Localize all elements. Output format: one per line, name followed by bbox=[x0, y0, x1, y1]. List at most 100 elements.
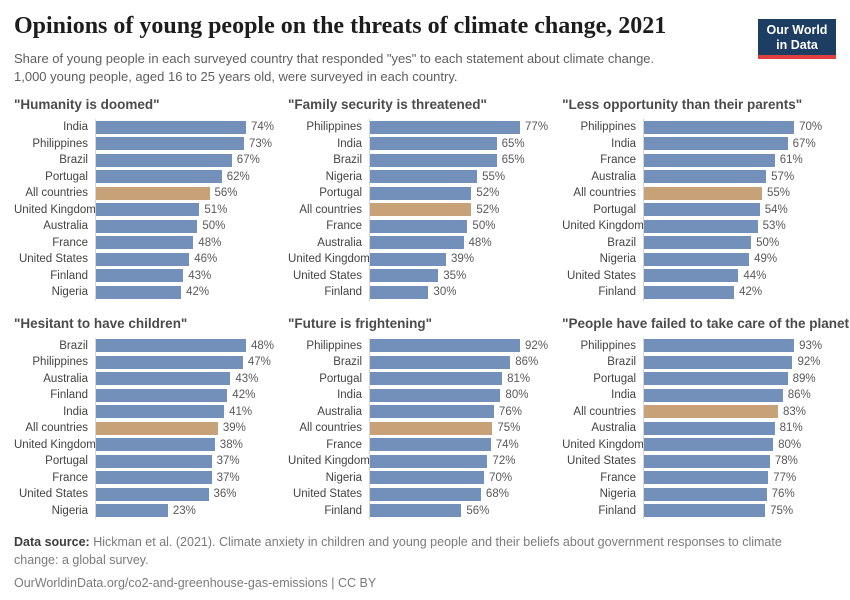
country-label: Australia bbox=[591, 422, 637, 435]
value-label: 42% bbox=[186, 286, 210, 299]
value-label: 48% bbox=[468, 236, 492, 249]
country-label: Brazil bbox=[607, 356, 637, 369]
bar bbox=[644, 203, 760, 217]
bar-row: France 77% bbox=[562, 469, 850, 486]
data-source-label: Data source: bbox=[14, 535, 90, 549]
country-label: France bbox=[600, 154, 637, 167]
bar-track: 38% bbox=[95, 436, 274, 453]
bar bbox=[370, 120, 521, 134]
value-label: 75% bbox=[497, 422, 521, 435]
value-label: 36% bbox=[213, 488, 237, 501]
country-label: Portugal bbox=[45, 455, 88, 468]
bar-row: France 74% bbox=[288, 436, 548, 453]
country-label: United Kingdom bbox=[288, 455, 370, 468]
country-label: India bbox=[611, 389, 637, 402]
bar bbox=[370, 269, 439, 283]
country-label: United States bbox=[292, 488, 363, 501]
value-label: 62% bbox=[226, 170, 250, 183]
bar bbox=[96, 372, 231, 386]
country-label: Nigeria bbox=[599, 488, 637, 501]
bar-track: 72% bbox=[369, 453, 548, 470]
bar-all-countries bbox=[370, 203, 472, 217]
bar-track: 74% bbox=[95, 119, 274, 136]
bar bbox=[96, 285, 182, 299]
country-label: Finland bbox=[598, 286, 637, 299]
bar bbox=[370, 504, 462, 518]
country-label: Finland bbox=[598, 504, 637, 517]
bar bbox=[644, 120, 795, 134]
bar-track: 52% bbox=[369, 185, 548, 202]
subtitle-line-2: 1,000 young people, aged 16 to 25 years … bbox=[14, 68, 458, 84]
country-label: Philippines bbox=[306, 339, 363, 352]
bar-track: 30% bbox=[369, 284, 548, 301]
bar-row: Brazil 92% bbox=[562, 354, 850, 371]
value-label: 70% bbox=[799, 121, 823, 134]
bar-track: 39% bbox=[369, 251, 548, 268]
bar-track: 42% bbox=[643, 284, 850, 301]
bar-track: 56% bbox=[369, 502, 548, 519]
bar bbox=[96, 388, 228, 402]
value-label: 80% bbox=[778, 438, 802, 451]
bar bbox=[644, 471, 769, 485]
bar-track: 46% bbox=[95, 251, 274, 268]
value-label: 86% bbox=[515, 356, 539, 369]
bar bbox=[370, 170, 478, 184]
bar-row: Brazil 50% bbox=[562, 234, 850, 251]
value-label: 35% bbox=[443, 269, 467, 282]
footer: Data source: Hickman et al. (2021). Clim… bbox=[14, 533, 824, 592]
bar bbox=[370, 153, 497, 167]
bar-track: 37% bbox=[95, 453, 274, 470]
bar-row: Finland 43% bbox=[14, 267, 274, 284]
country-label: Brazil bbox=[333, 154, 363, 167]
bar bbox=[644, 137, 788, 151]
bar-track: 92% bbox=[369, 337, 548, 354]
bar-track: 48% bbox=[369, 234, 548, 251]
value-label: 38% bbox=[219, 438, 243, 451]
bar-row: United Kingdom 51% bbox=[14, 201, 274, 218]
bar-track: 47% bbox=[95, 354, 274, 371]
country-label: Philippines bbox=[580, 339, 637, 352]
country-label: United Kingdom bbox=[14, 203, 96, 216]
bar bbox=[644, 372, 788, 386]
value-label: 67% bbox=[236, 154, 260, 167]
bar-track: 65% bbox=[369, 152, 548, 169]
country-label: United States bbox=[567, 269, 637, 282]
bar-track: 77% bbox=[643, 469, 850, 486]
value-label: 78% bbox=[774, 455, 798, 468]
bar-row: Australia 43% bbox=[14, 370, 274, 387]
bar bbox=[96, 355, 243, 369]
bar bbox=[96, 120, 246, 134]
data-source-note: Data source: Hickman et al. (2021). Clim… bbox=[14, 533, 824, 569]
value-label: 43% bbox=[235, 372, 259, 385]
bar bbox=[370, 186, 472, 200]
bar-track: 70% bbox=[643, 119, 850, 136]
bar-row: India 80% bbox=[288, 387, 548, 404]
country-label: Nigeria bbox=[325, 170, 363, 183]
bar-all-countries bbox=[644, 186, 762, 200]
country-label: United States bbox=[18, 488, 88, 501]
country-label: France bbox=[326, 220, 363, 233]
value-label: 70% bbox=[489, 471, 513, 484]
value-label: 48% bbox=[198, 236, 222, 249]
bar-track: 80% bbox=[643, 436, 850, 453]
bar-row: All countries 83% bbox=[562, 403, 850, 420]
bar-row: United States 68% bbox=[288, 486, 548, 503]
value-label: 75% bbox=[770, 504, 794, 517]
chart-panel-title: "Humanity is doomed" bbox=[14, 97, 160, 112]
value-label: 50% bbox=[472, 220, 496, 233]
bar-track: 37% bbox=[95, 469, 274, 486]
bar-row: United Kingdom 72% bbox=[288, 453, 548, 470]
bar-track: 65% bbox=[369, 135, 548, 152]
bar-track: 52% bbox=[369, 201, 548, 218]
bar-row: France 37% bbox=[14, 469, 274, 486]
bar-row: Philippines 77% bbox=[288, 119, 548, 136]
chart-panel: "People have failed to take care of the … bbox=[562, 316, 850, 519]
bar-row: Australia 76% bbox=[288, 403, 548, 420]
bar bbox=[96, 438, 215, 452]
bar-rows: Philippines 93% Brazil 92% Portugal 89% India 8… bbox=[562, 337, 850, 519]
value-label: 77% bbox=[773, 471, 797, 484]
value-label: 89% bbox=[792, 372, 816, 385]
bar bbox=[370, 471, 485, 485]
country-label: United Kingdom bbox=[562, 220, 644, 233]
